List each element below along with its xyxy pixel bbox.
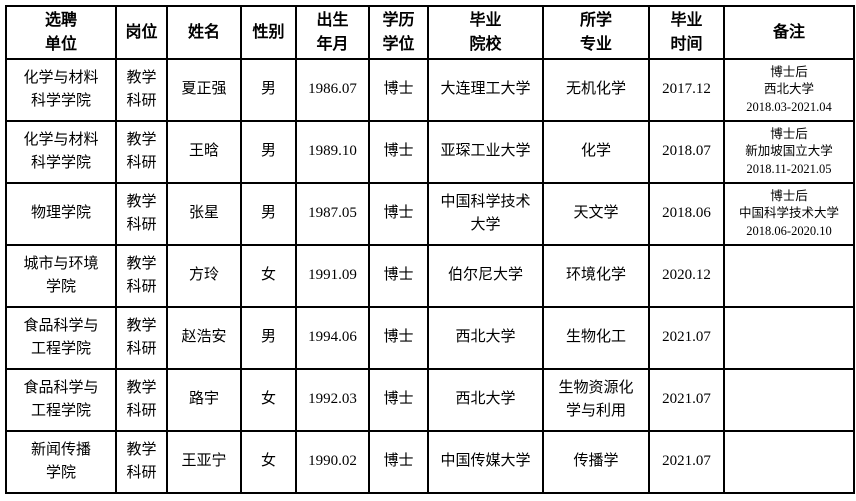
col-header-remark: 备注	[723, 5, 855, 60]
cell-birth: 1990.02	[295, 430, 370, 494]
cell-unit: 化学与材料 科学学院	[5, 58, 117, 122]
cell-degree: 博士	[368, 182, 429, 246]
cell-name: 路宇	[166, 368, 242, 432]
cell-birth: 1989.10	[295, 120, 370, 184]
cell-birth: 1987.05	[295, 182, 370, 246]
col-header-degree: 学历 学位	[368, 5, 429, 60]
cell-remark: 博士后 西北大学 2018.03-2021.04	[723, 58, 855, 122]
cell-school: 中国传媒大学	[427, 430, 544, 494]
cell-name: 张星	[166, 182, 242, 246]
cell-gender: 男	[240, 120, 297, 184]
cell-degree: 博士	[368, 244, 429, 308]
cell-post: 教学 科研	[115, 368, 168, 432]
cell-gender: 男	[240, 306, 297, 370]
cell-grad: 2021.07	[648, 430, 725, 494]
cell-post: 教学 科研	[115, 120, 168, 184]
col-header-gender: 性别	[240, 5, 297, 60]
cell-unit: 新闻传播 学院	[5, 430, 117, 494]
cell-unit: 食品科学与 工程学院	[5, 368, 117, 432]
cell-degree: 博士	[368, 306, 429, 370]
cell-major: 化学	[542, 120, 650, 184]
cell-degree: 博士	[368, 120, 429, 184]
cell-remark	[723, 368, 855, 432]
cell-degree: 博士	[368, 368, 429, 432]
cell-birth: 1992.03	[295, 368, 370, 432]
cell-gender: 女	[240, 368, 297, 432]
cell-school: 西北大学	[427, 368, 544, 432]
cell-gender: 男	[240, 58, 297, 122]
cell-grad: 2021.07	[648, 368, 725, 432]
cell-grad: 2020.12	[648, 244, 725, 308]
cell-major: 环境化学	[542, 244, 650, 308]
table-row: 新闻传播 学院 教学 科研 王亚宁 女 1990.02 博士 中国传媒大学 传播…	[5, 430, 855, 494]
col-header-school: 毕业 院校	[427, 5, 544, 60]
cell-birth: 1986.07	[295, 58, 370, 122]
table-row: 物理学院 教学 科研 张星 男 1987.05 博士 中国科学技术 大学 天文学…	[5, 182, 855, 246]
col-header-major: 所学 专业	[542, 5, 650, 60]
cell-remark	[723, 430, 855, 494]
cell-grad: 2018.06	[648, 182, 725, 246]
cell-school: 中国科学技术 大学	[427, 182, 544, 246]
cell-remark: 博士后 中国科学技术大学 2018.06-2020.10	[723, 182, 855, 246]
cell-post: 教学 科研	[115, 306, 168, 370]
cell-unit: 城市与环境 学院	[5, 244, 117, 308]
cell-post: 教学 科研	[115, 182, 168, 246]
cell-major: 生物资源化 学与利用	[542, 368, 650, 432]
cell-major: 无机化学	[542, 58, 650, 122]
table-body: 化学与材料 科学学院 教学 科研 夏正强 男 1986.07 博士 大连理工大学…	[5, 58, 855, 494]
table-row: 食品科学与 工程学院 教学 科研 路宇 女 1992.03 博士 西北大学 生物…	[5, 368, 855, 432]
cell-name: 王晗	[166, 120, 242, 184]
table-row: 城市与环境 学院 教学 科研 方玲 女 1991.09 博士 伯尔尼大学 环境化…	[5, 244, 855, 308]
cell-name: 方玲	[166, 244, 242, 308]
cell-post: 教学 科研	[115, 430, 168, 494]
col-header-unit: 选聘 单位	[5, 5, 117, 60]
cell-school: 西北大学	[427, 306, 544, 370]
table-row: 化学与材料 科学学院 教学 科研 王晗 男 1989.10 博士 亚琛工业大学 …	[5, 120, 855, 184]
table-row: 食品科学与 工程学院 教学 科研 赵浩安 男 1994.06 博士 西北大学 生…	[5, 306, 855, 370]
col-header-birth: 出生 年月	[295, 5, 370, 60]
cell-gender: 男	[240, 182, 297, 246]
cell-school: 亚琛工业大学	[427, 120, 544, 184]
table-header: 选聘 单位 岗位 姓名 性别 出生 年月 学历 学位 毕业 院校 所学 专业 毕…	[5, 5, 855, 60]
cell-remark	[723, 244, 855, 308]
cell-grad: 2018.07	[648, 120, 725, 184]
cell-major: 生物化工	[542, 306, 650, 370]
cell-birth: 1991.09	[295, 244, 370, 308]
cell-name: 夏正强	[166, 58, 242, 122]
col-header-post: 岗位	[115, 5, 168, 60]
cell-grad: 2021.07	[648, 306, 725, 370]
col-header-name: 姓名	[166, 5, 242, 60]
cell-post: 教学 科研	[115, 58, 168, 122]
cell-birth: 1994.06	[295, 306, 370, 370]
cell-degree: 博士	[368, 430, 429, 494]
cell-gender: 女	[240, 430, 297, 494]
table-row: 化学与材料 科学学院 教学 科研 夏正强 男 1986.07 博士 大连理工大学…	[5, 58, 855, 122]
cell-unit: 食品科学与 工程学院	[5, 306, 117, 370]
cell-post: 教学 科研	[115, 244, 168, 308]
cell-remark	[723, 306, 855, 370]
cell-gender: 女	[240, 244, 297, 308]
cell-name: 王亚宁	[166, 430, 242, 494]
header-row: 选聘 单位 岗位 姓名 性别 出生 年月 学历 学位 毕业 院校 所学 专业 毕…	[5, 5, 855, 60]
cell-school: 伯尔尼大学	[427, 244, 544, 308]
cell-unit: 化学与材料 科学学院	[5, 120, 117, 184]
cell-major: 天文学	[542, 182, 650, 246]
cell-remark: 博士后 新加坡国立大学 2018.11-2021.05	[723, 120, 855, 184]
cell-school: 大连理工大学	[427, 58, 544, 122]
cell-degree: 博士	[368, 58, 429, 122]
cell-name: 赵浩安	[166, 306, 242, 370]
cell-unit: 物理学院	[5, 182, 117, 246]
col-header-grad: 毕业 时间	[648, 5, 725, 60]
cell-major: 传播学	[542, 430, 650, 494]
cell-grad: 2017.12	[648, 58, 725, 122]
recruitment-roster-table: 选聘 单位 岗位 姓名 性别 出生 年月 学历 学位 毕业 院校 所学 专业 毕…	[5, 5, 855, 494]
